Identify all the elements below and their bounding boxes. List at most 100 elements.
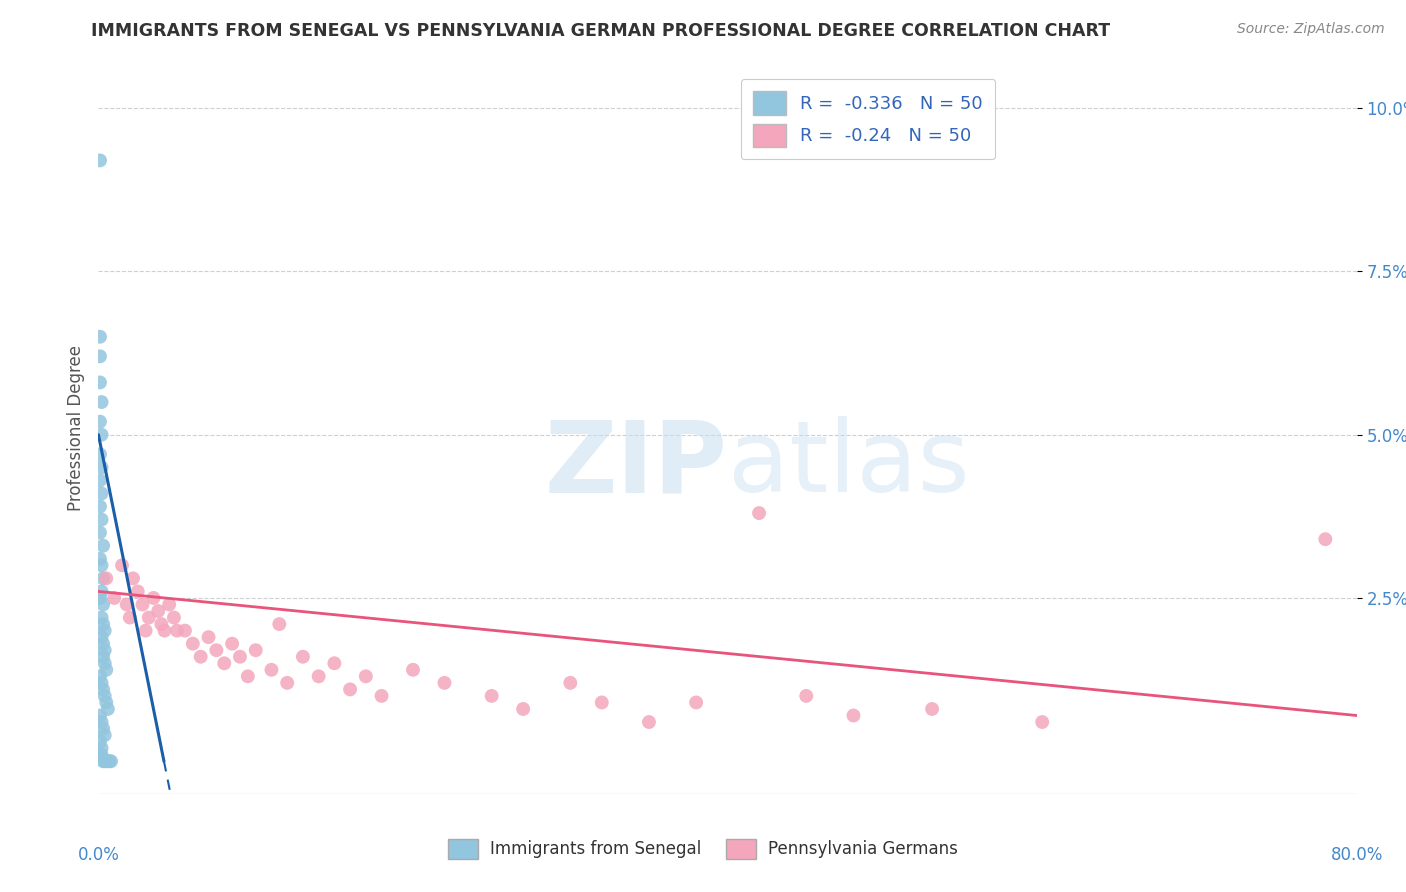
Point — [89, 153, 111, 168]
Point — [197, 630, 219, 644]
Point — [323, 657, 346, 671]
Point — [138, 610, 160, 624]
Point — [115, 598, 138, 612]
Point — [103, 591, 125, 605]
Point — [269, 617, 291, 632]
Point — [90, 676, 112, 690]
Point — [1031, 714, 1053, 729]
Point — [96, 696, 118, 710]
Point — [93, 689, 115, 703]
Point — [91, 571, 114, 585]
Point — [245, 643, 267, 657]
Point — [93, 754, 115, 768]
Point — [90, 610, 112, 624]
Point — [370, 689, 392, 703]
Point — [153, 624, 176, 638]
Point — [221, 637, 243, 651]
Text: IMMIGRANTS FROM SENEGAL VS PENNSYLVANIA GERMAN PROFESSIONAL DEGREE CORRELATION C: IMMIGRANTS FROM SENEGAL VS PENNSYLVANIA … — [91, 22, 1111, 40]
Point — [91, 598, 114, 612]
Point — [93, 657, 115, 671]
Text: 80.0%: 80.0% — [1330, 847, 1384, 864]
Point — [90, 427, 112, 442]
Point — [93, 624, 115, 638]
Point — [174, 624, 197, 638]
Point — [90, 512, 112, 526]
Point — [481, 689, 503, 703]
Point — [638, 714, 661, 729]
Point — [89, 415, 111, 429]
Point — [89, 708, 111, 723]
Point — [512, 702, 534, 716]
Text: Source: ZipAtlas.com: Source: ZipAtlas.com — [1237, 22, 1385, 37]
Point — [89, 591, 111, 605]
Point — [89, 376, 111, 390]
Point — [276, 676, 298, 690]
Point — [842, 708, 865, 723]
Legend: R =  -0.336   N = 50, R =  -0.24   N = 50: R = -0.336 N = 50, R = -0.24 N = 50 — [741, 78, 995, 160]
Point — [97, 702, 120, 716]
Point — [921, 702, 943, 716]
Point — [205, 643, 228, 657]
Text: atlas: atlas — [728, 417, 969, 513]
Point — [794, 689, 817, 703]
Point — [89, 330, 111, 344]
Point — [91, 539, 114, 553]
Point — [100, 754, 122, 768]
Point — [90, 486, 112, 500]
Point — [89, 447, 111, 461]
Point — [181, 637, 204, 651]
Point — [90, 741, 112, 756]
Point — [89, 500, 111, 514]
Point — [214, 657, 236, 671]
Point — [89, 669, 111, 683]
Point — [93, 643, 115, 657]
Point — [90, 584, 112, 599]
Point — [89, 747, 111, 762]
Point — [560, 676, 582, 690]
Point — [433, 676, 456, 690]
Point — [236, 669, 259, 683]
Point — [142, 591, 165, 605]
Point — [96, 571, 118, 585]
Point — [90, 714, 112, 729]
Point — [118, 610, 141, 624]
Point — [90, 460, 112, 475]
Point — [402, 663, 425, 677]
Point — [260, 663, 283, 677]
Point — [1315, 532, 1337, 546]
Point — [308, 669, 330, 683]
Point — [90, 747, 112, 762]
Point — [91, 682, 114, 697]
Point — [229, 649, 252, 664]
Point — [127, 584, 149, 599]
Point — [91, 617, 114, 632]
Point — [98, 754, 121, 768]
Point — [89, 349, 111, 363]
Point — [93, 728, 115, 742]
Point — [122, 571, 145, 585]
Point — [96, 663, 118, 677]
Point — [90, 395, 112, 409]
Text: 0.0%: 0.0% — [77, 847, 120, 864]
Point — [148, 604, 170, 618]
Point — [91, 754, 114, 768]
Point — [591, 696, 613, 710]
Point — [166, 624, 188, 638]
Point — [291, 649, 314, 664]
Point — [91, 722, 114, 736]
Point — [685, 696, 707, 710]
Point — [89, 525, 111, 540]
Point — [190, 649, 212, 664]
Point — [131, 598, 153, 612]
Point — [163, 610, 186, 624]
Point — [91, 649, 114, 664]
Point — [90, 630, 112, 644]
Point — [89, 734, 111, 748]
Point — [135, 624, 157, 638]
Point — [354, 669, 377, 683]
Text: ZIP: ZIP — [544, 417, 728, 513]
Point — [157, 598, 180, 612]
Y-axis label: Professional Degree: Professional Degree — [66, 345, 84, 511]
Point — [748, 506, 770, 520]
Point — [89, 474, 111, 488]
